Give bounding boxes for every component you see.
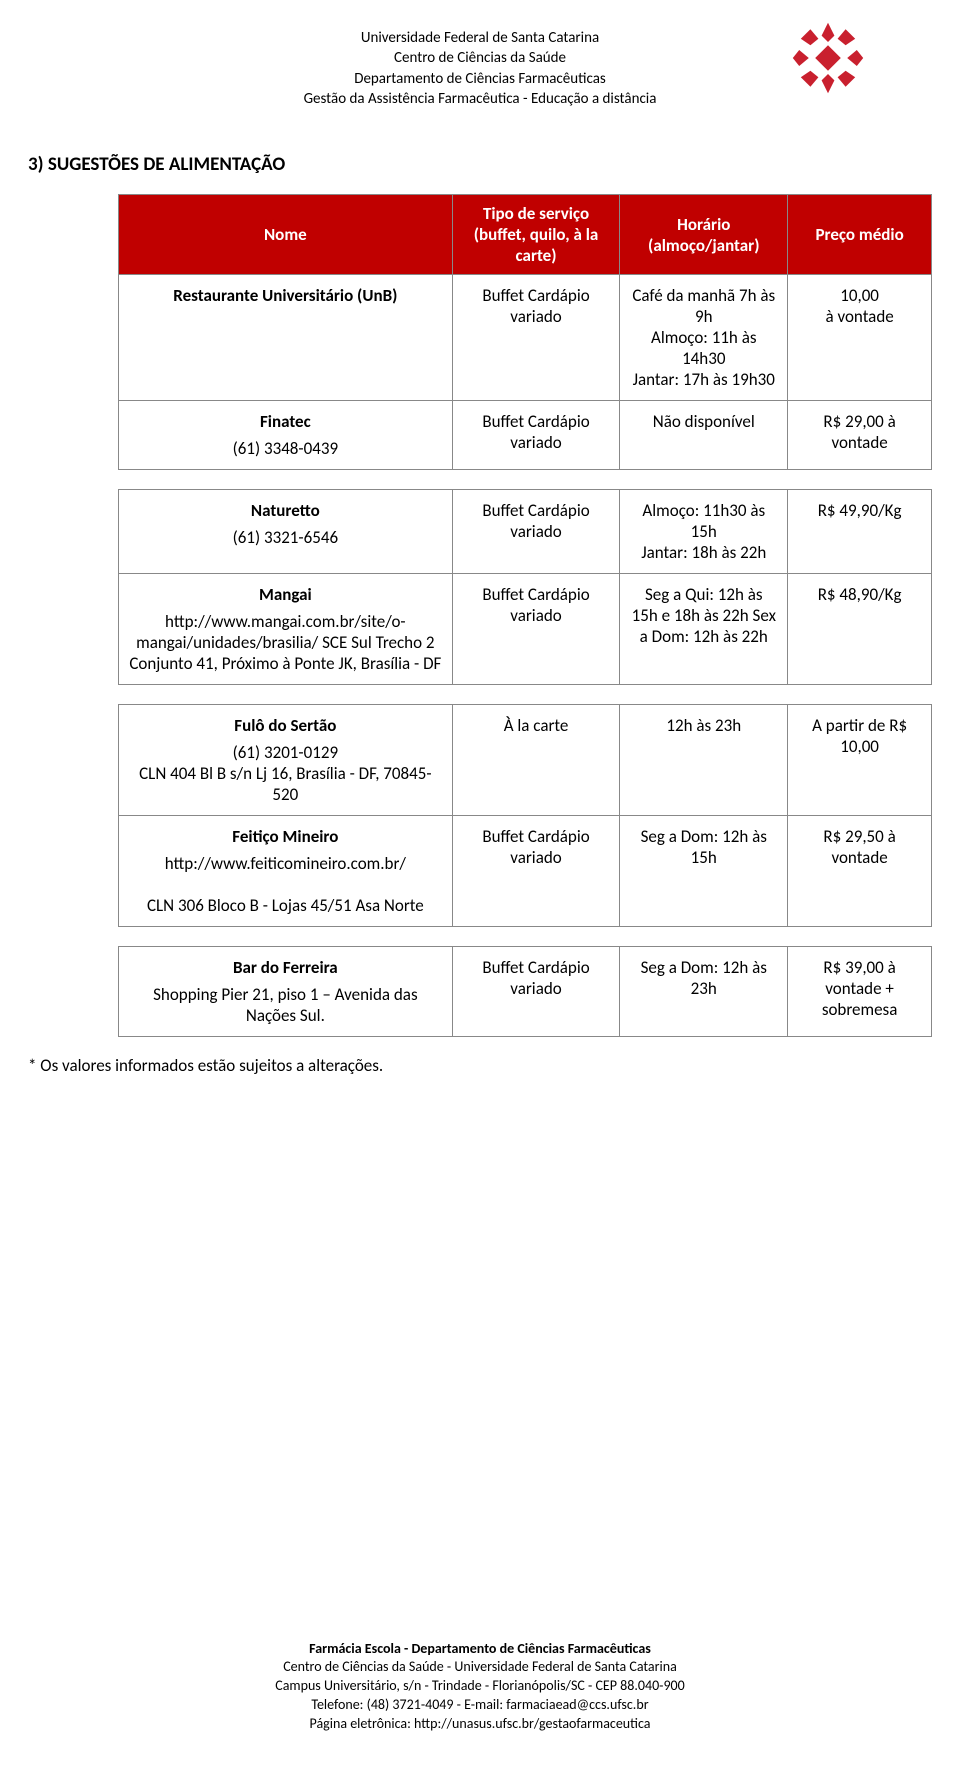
cell-hours: Seg a Dom: 12h às 23h xyxy=(620,947,788,1037)
restaurant-details: (61) 3201-0129CLN 404 Bl B s/n Lj 16, Br… xyxy=(129,742,442,805)
col-header-name: Nome xyxy=(119,195,453,275)
footer-line-1: Farmácia Escola - Departamento de Ciênci… xyxy=(0,1640,960,1659)
restaurant-details: (61) 3348-0439 xyxy=(129,438,442,459)
cell-service: Buffet Cardápio variado xyxy=(452,275,620,401)
header-line-3: Departamento de Ciências Farmacêuticas xyxy=(304,69,657,89)
cell-price: 10,00à vontade xyxy=(788,275,932,401)
col-header-hours: Horário (almoço/jantar) xyxy=(620,195,788,275)
cell-price: R$ 29,00 à vontade xyxy=(788,401,932,470)
restaurant-name: Feitiço Mineiro xyxy=(129,826,442,847)
gap-row xyxy=(119,927,932,947)
restaurants-table: Nome Tipo de serviço (buffet, quilo, à l… xyxy=(118,194,932,1037)
institution-logo xyxy=(788,18,868,98)
cell-name: Finatec (61) 3348-0439 xyxy=(119,401,453,470)
cell-hours: Café da manhã 7h às 9hAlmoço: 11h às 14h… xyxy=(620,275,788,401)
header-text-block: Universidade Federal de Santa Catarina C… xyxy=(304,28,657,109)
cell-service: Buffet Cardápio variado xyxy=(452,574,620,685)
cell-price: A partir de R$ 10,00 xyxy=(788,705,932,816)
table-header-row: Nome Tipo de serviço (buffet, quilo, à l… xyxy=(119,195,932,275)
cell-hours: 12h às 23h xyxy=(620,705,788,816)
cell-name: Restaurante Universitário (UnB) xyxy=(119,275,453,401)
gap-row xyxy=(119,685,932,705)
section-title: 3) SUGESTÕES DE ALIMENTAÇÃO xyxy=(28,153,960,176)
cell-price: R$ 48,90/Kg xyxy=(788,574,932,685)
cell-name: Naturetto (61) 3321-6546 xyxy=(119,490,453,574)
restaurant-details: http://www.mangai.com.br/site/o-mangai/u… xyxy=(129,611,442,674)
restaurant-name: Finatec xyxy=(129,411,442,432)
cell-hours: Seg a Dom: 12h às 15h xyxy=(620,816,788,927)
cell-service: Buffet Cardápio variado xyxy=(452,816,620,927)
restaurant-details: http://www.feiticomineiro.com.br/CLN 306… xyxy=(129,853,442,916)
footer-line-2: Centro de Ciências da Saúde - Universida… xyxy=(0,1658,960,1677)
footer-line-3: Campus Universitário, s/n - Trindade - F… xyxy=(0,1677,960,1696)
table-row: Feitiço Mineiro http://www.feiticomineiro… xyxy=(119,816,932,927)
gap-row xyxy=(119,470,932,490)
cell-price: R$ 29,50 à vontade xyxy=(788,816,932,927)
cell-name: Feitiço Mineiro http://www.feiticomineiro… xyxy=(119,816,453,927)
cell-hours: Não disponível xyxy=(620,401,788,470)
col-header-service: Tipo de serviço (buffet, quilo, à la car… xyxy=(452,195,620,275)
document-footer: Farmácia Escola - Departamento de Ciênci… xyxy=(0,1640,960,1734)
cell-name: Mangai http://www.mangai.com.br/site/o-ma… xyxy=(119,574,453,685)
restaurant-name: Fulô do Sertão xyxy=(129,715,442,736)
header-line-1: Universidade Federal de Santa Catarina xyxy=(304,28,657,48)
restaurant-name: Naturetto xyxy=(129,500,442,521)
cell-service: Buffet Cardápio variado xyxy=(452,490,620,574)
restaurant-details: (61) 3321-6546 xyxy=(129,527,442,548)
restaurant-details: Shopping Pier 21, piso 1 – Avenida das N… xyxy=(129,984,442,1026)
document-header: Universidade Federal de Santa Catarina C… xyxy=(0,0,960,109)
header-line-2: Centro de Ciências da Saúde xyxy=(304,48,657,68)
table-row: Naturetto (61) 3321-6546 Buffet Cardápio v… xyxy=(119,490,932,574)
cell-hours: Seg a Qui: 12h às 15h e 18h às 22h Sex a… xyxy=(620,574,788,685)
table-row: Fulô do Sertão (61) 3201-0129CLN 404 Bl B… xyxy=(119,705,932,816)
table-row: Restaurante Universitário (UnB) Buffet Ca… xyxy=(119,275,932,401)
footer-line-4: Telefone: (48) 3721-4049 - E-mail: farma… xyxy=(0,1696,960,1715)
cell-name: Bar do Ferreira Shopping Pier 21, piso 1 … xyxy=(119,947,453,1037)
cell-price: R$ 49,90/Kg xyxy=(788,490,932,574)
table-row: Finatec (61) 3348-0439 Buffet Cardápio var… xyxy=(119,401,932,470)
cell-service: Buffet Cardápio variado xyxy=(452,401,620,470)
restaurant-name: Mangai xyxy=(129,584,442,605)
table-row: Mangai http://www.mangai.com.br/site/o-ma… xyxy=(119,574,932,685)
col-header-price: Preço médio xyxy=(788,195,932,275)
cell-service: Buffet Cardápio variado xyxy=(452,947,620,1037)
pricing-footnote: * Os valores informados estão sujeitos a… xyxy=(28,1055,960,1076)
cell-hours: Almoço: 11h30 às 15hJantar: 18h às 22h xyxy=(620,490,788,574)
header-line-4: Gestão da Assistência Farmacêutica - Edu… xyxy=(304,89,657,109)
footer-line-5: Página eletrônica: http://unasus.ufsc.br… xyxy=(0,1715,960,1734)
restaurant-name: Restaurante Universitário (UnB) xyxy=(129,285,442,306)
table-row: Bar do Ferreira Shopping Pier 21, piso 1 … xyxy=(119,947,932,1037)
restaurant-name: Bar do Ferreira xyxy=(129,957,442,978)
cell-name: Fulô do Sertão (61) 3201-0129CLN 404 Bl B… xyxy=(119,705,453,816)
cell-price: R$ 39,00 à vontade + sobremesa xyxy=(788,947,932,1037)
cell-service: À la carte xyxy=(452,705,620,816)
